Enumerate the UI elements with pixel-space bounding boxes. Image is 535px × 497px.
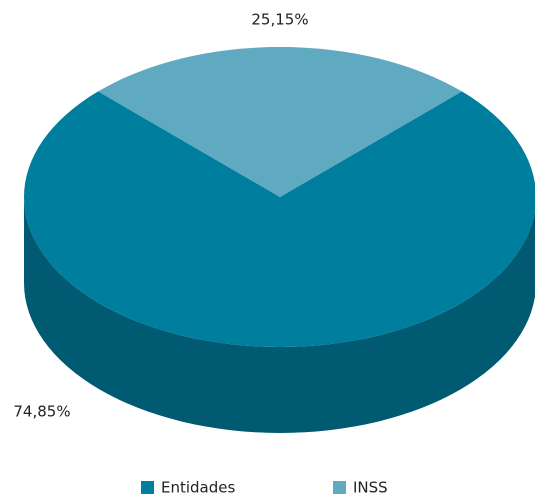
legend-label: INSS bbox=[353, 479, 388, 497]
slice-side bbox=[24, 197, 535, 433]
slice bbox=[98, 46, 462, 197]
slice bbox=[24, 91, 535, 347]
legend-swatch bbox=[333, 481, 346, 494]
slice-label: 25,15% bbox=[251, 11, 308, 29]
legend-swatch bbox=[141, 481, 154, 494]
legend-label: Entidades bbox=[161, 479, 235, 497]
slice-label: 74,85% bbox=[13, 403, 70, 421]
